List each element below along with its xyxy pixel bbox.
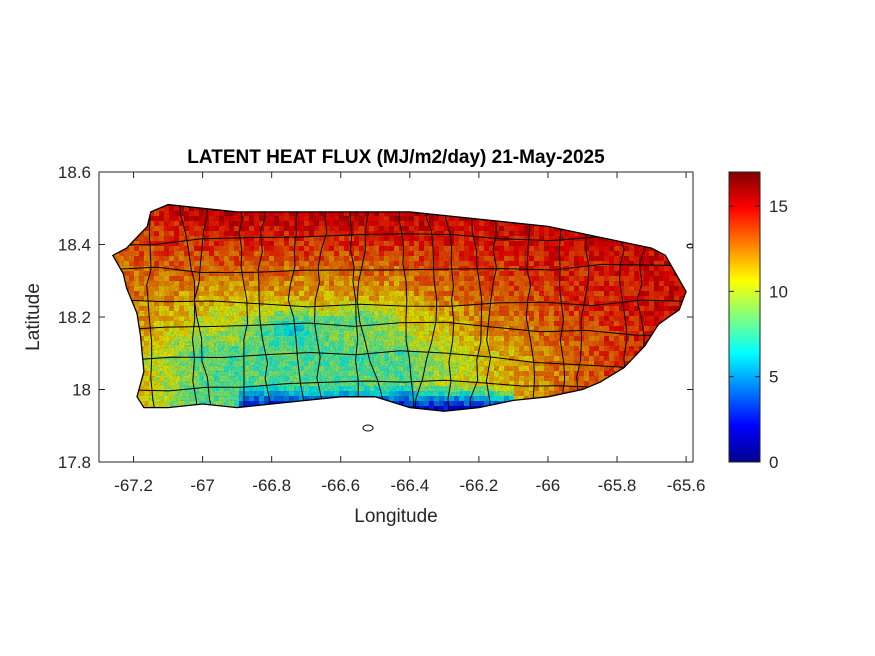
- heat-field: [112, 204, 687, 412]
